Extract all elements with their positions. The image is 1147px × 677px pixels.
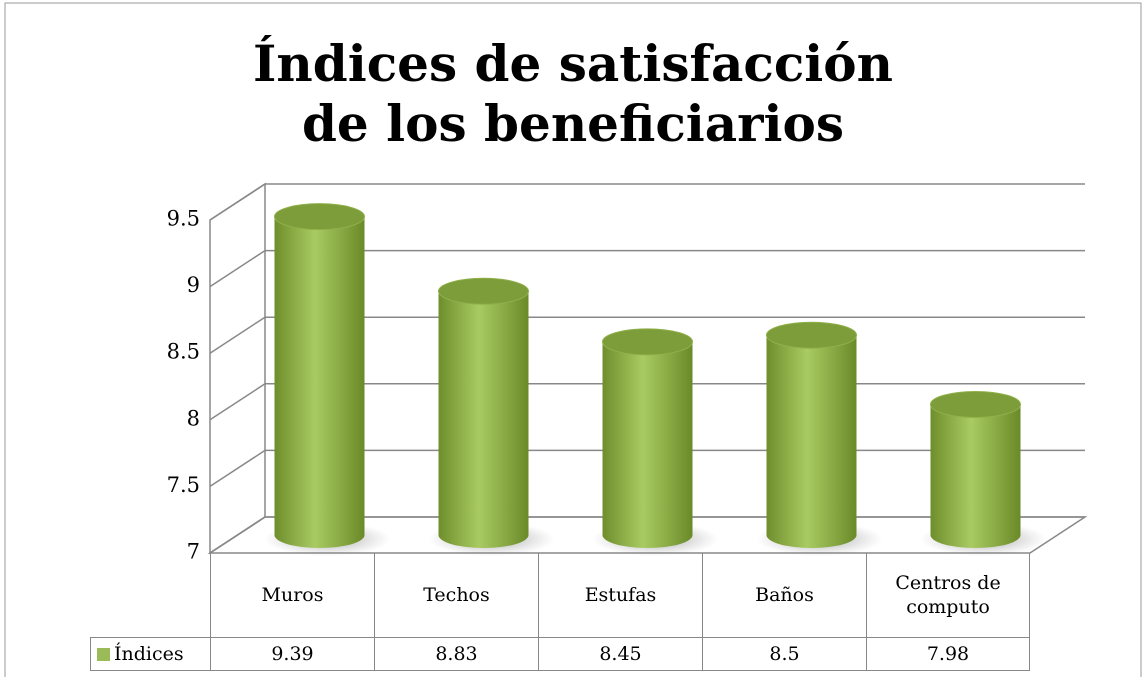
bar: [428, 277, 555, 556]
side-wall: [209, 182, 266, 555]
grid-line: [209, 183, 266, 221]
y-tick-label: 8: [187, 406, 200, 430]
y-tick-label: 7.5: [167, 473, 200, 497]
bar: [920, 390, 1047, 556]
y-tick-label: 8.5: [167, 340, 200, 364]
bar: [756, 321, 883, 556]
bar-body: [602, 341, 693, 548]
data-table-value: 7.98: [866, 637, 1030, 671]
grid-line: [209, 316, 266, 354]
data-table-value: 9.39: [210, 637, 374, 671]
bar-top: [274, 203, 365, 231]
x-tick-label: Techos: [374, 553, 538, 637]
x-tick-label: Centros de computo: [866, 553, 1030, 637]
chart-frame: [4, 2, 1142, 677]
y-tick-label: 9.5: [167, 207, 200, 231]
bar-top: [438, 277, 529, 305]
y-tick-label: 7: [187, 540, 200, 564]
x-tick-label: Baños: [702, 553, 866, 637]
bar-top: [602, 328, 693, 356]
data-table-value: 8.45: [538, 637, 702, 671]
grid-line: [209, 249, 266, 288]
data-table-value: 8.83: [374, 637, 538, 671]
bar-body: [766, 335, 857, 548]
bar: [592, 328, 719, 556]
legend: Índices: [90, 637, 210, 671]
grid-line: [209, 516, 266, 554]
bar: [264, 203, 391, 556]
grid-line: [209, 449, 266, 488]
bar-body: [930, 404, 1021, 548]
x-tick-label: Muros: [210, 553, 374, 637]
chart-title: Índices de satisfacción de los beneficia…: [253, 34, 893, 153]
bar-top: [766, 321, 857, 349]
bar-body: [274, 216, 365, 549]
legend-swatch: [97, 647, 110, 661]
y-tick-label: 9: [187, 273, 200, 297]
x-tick-label: Estufas: [538, 553, 702, 637]
bar-body: [438, 291, 529, 548]
grid-line: [209, 383, 266, 421]
legend-label: Índices: [114, 643, 184, 665]
data-table-value: 8.5: [702, 637, 866, 671]
bar-top: [930, 390, 1021, 418]
